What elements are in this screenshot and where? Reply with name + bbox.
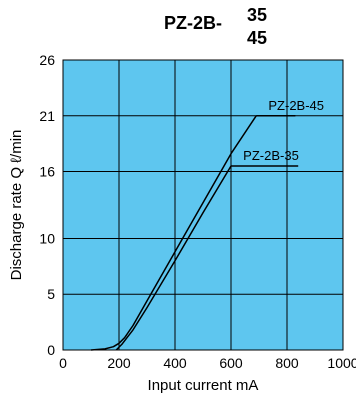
y-tick-label: 0	[47, 342, 55, 358]
chart-title-variant-45: 45	[247, 28, 267, 48]
x-tick-label: 200	[107, 355, 131, 371]
chart-title-prefix: PZ-2B-	[164, 13, 222, 33]
plot-area	[62, 59, 344, 351]
y-tick-label: 16	[39, 164, 55, 180]
x-axis-label: Input current mA	[148, 377, 259, 394]
y-tick-label: 26	[39, 52, 55, 68]
series-lines	[90, 115, 299, 351]
gridlines	[63, 60, 343, 350]
y-tick-label: 5	[47, 286, 55, 302]
series-line-pz-2b-45	[90, 115, 257, 351]
series-label-pz-2b-35: PZ-2B-35	[243, 148, 299, 163]
y-axis-label: Discharge rate Q ℓ/min	[8, 130, 25, 281]
chart-title-variant-35: 35	[247, 5, 267, 25]
x-tick-label: 0	[59, 355, 67, 371]
x-tick-label: 800	[275, 355, 299, 371]
series-label-pz-2b-45: PZ-2B-45	[268, 98, 324, 113]
series-labels: PZ-2B-45 PZ-2B-35	[243, 98, 324, 163]
y-tick-label: 10	[39, 230, 55, 246]
x-tick-label: 1000	[327, 355, 356, 371]
y-tick-labels: 0 5 10 16 21 26	[39, 52, 55, 358]
x-tick-labels: 0 200 400 600 800 1000	[59, 355, 356, 371]
y-tick-label: 21	[39, 108, 55, 124]
series-line-pz-2b-35	[115, 165, 232, 351]
x-tick-label: 600	[219, 355, 243, 371]
x-tick-label: 400	[163, 355, 187, 371]
